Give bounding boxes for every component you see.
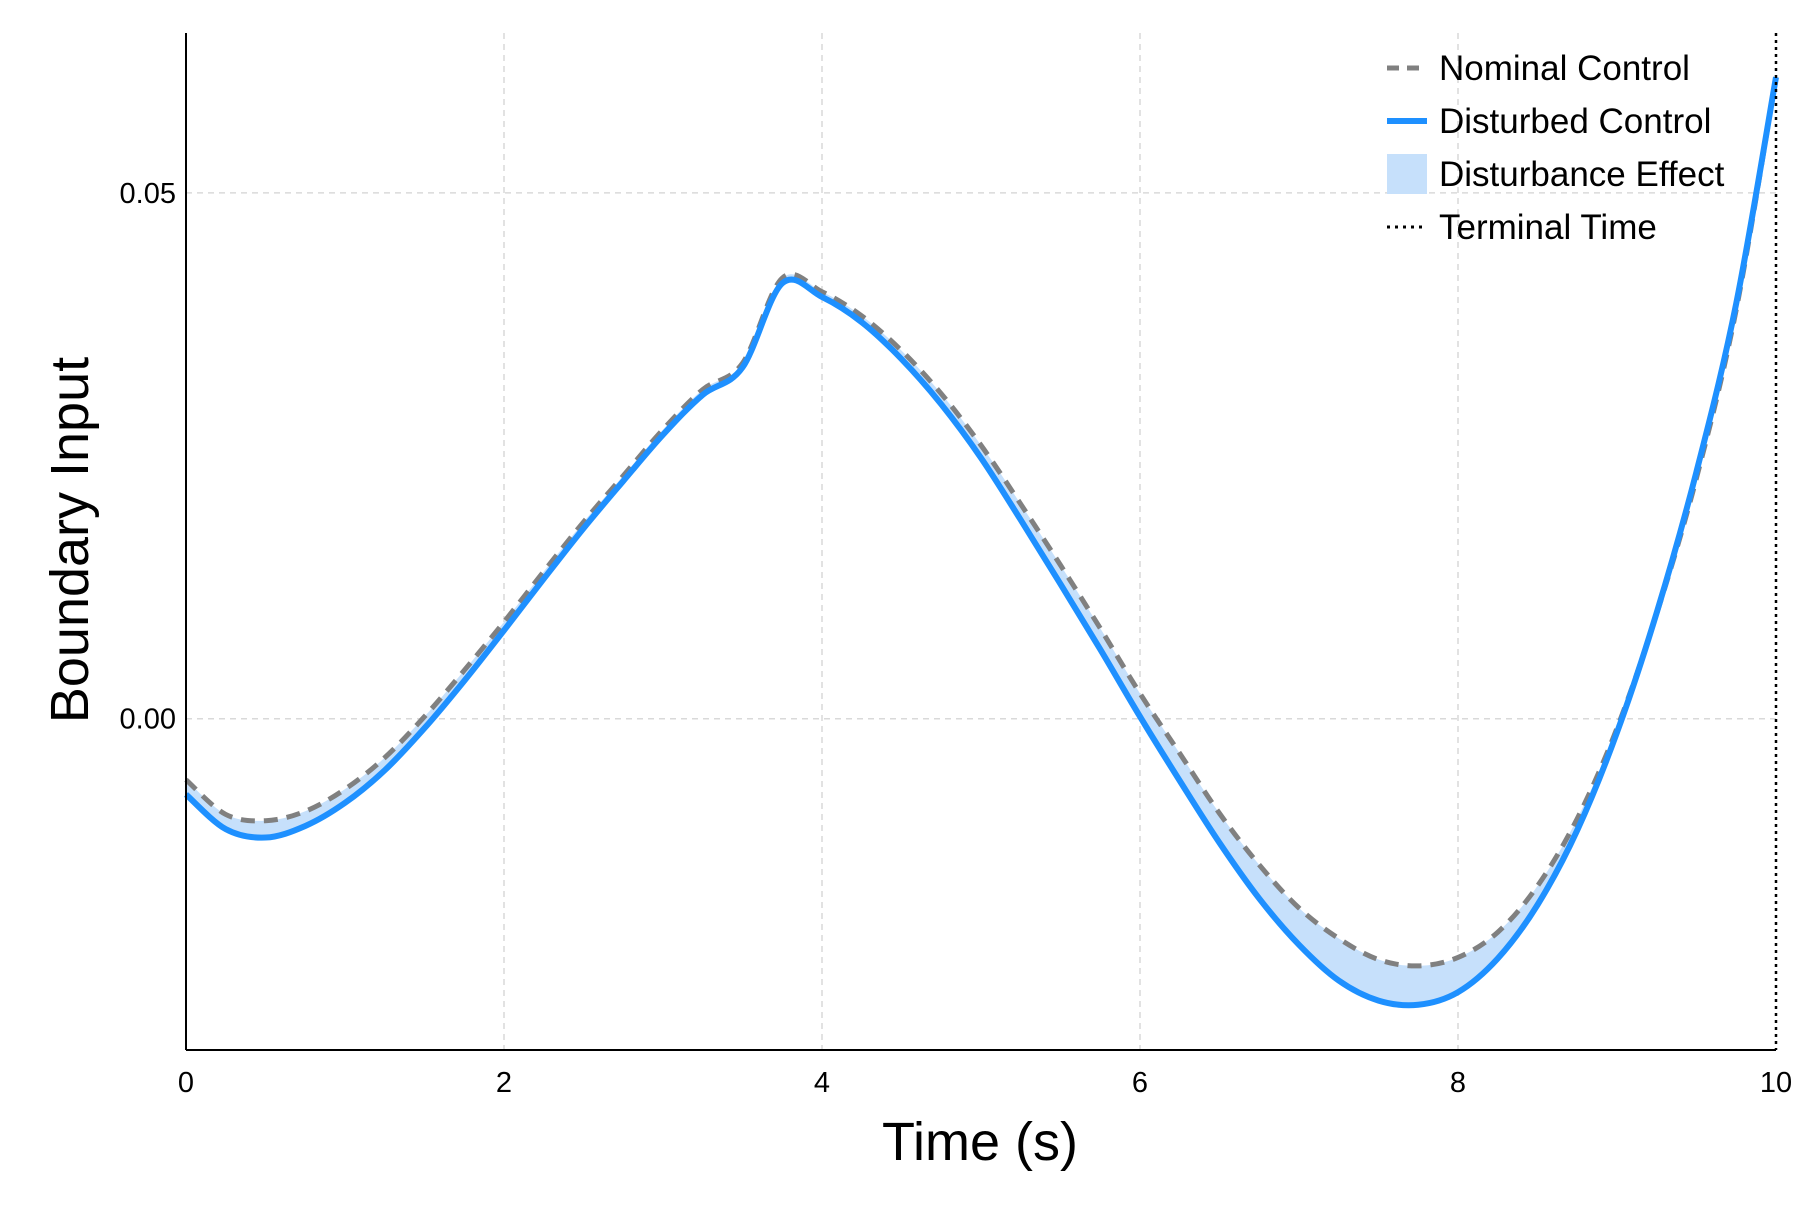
- x-tick-label: 4: [814, 1067, 830, 1099]
- y-tick-label: 0.05: [120, 178, 176, 210]
- legend-item: Terminal Time: [1387, 208, 1657, 247]
- legend-label: Disturbance Effect: [1439, 155, 1725, 194]
- x-tick-label: 8: [1450, 1067, 1466, 1099]
- y-axis-title: Boundary Input: [40, 357, 100, 723]
- legend-swatch-fill: [1387, 154, 1427, 194]
- series-lines: [183, 76, 1779, 1009]
- tick-labels: 0 2 4 6 8 10 0.00 0.05: [120, 178, 1793, 1099]
- disturbed-control-line: [183, 76, 1779, 1009]
- legend-label: Terminal Time: [1439, 208, 1657, 247]
- y-tick-label: 0.00: [120, 704, 176, 736]
- nominal-control-line: [184, 76, 1779, 969]
- x-tick-label: 6: [1132, 1067, 1148, 1099]
- axes: [185, 33, 1776, 1051]
- grid-lines: [186, 33, 1776, 1050]
- legend: Nominal Control Disturbed Control Disturba…: [1387, 49, 1725, 247]
- x-tick-label: 2: [496, 1067, 512, 1099]
- x-tick-label: 0: [178, 1067, 194, 1099]
- legend-item: Disturbance Effect: [1387, 154, 1725, 194]
- x-axis-title: Time (s): [882, 1112, 1078, 1172]
- legend-item: Disturbed Control: [1387, 102, 1711, 141]
- legend-label: Disturbed Control: [1439, 102, 1711, 141]
- legend-label: Nominal Control: [1439, 49, 1690, 88]
- legend-item: Nominal Control: [1387, 49, 1690, 88]
- x-tick-label: 10: [1760, 1067, 1792, 1099]
